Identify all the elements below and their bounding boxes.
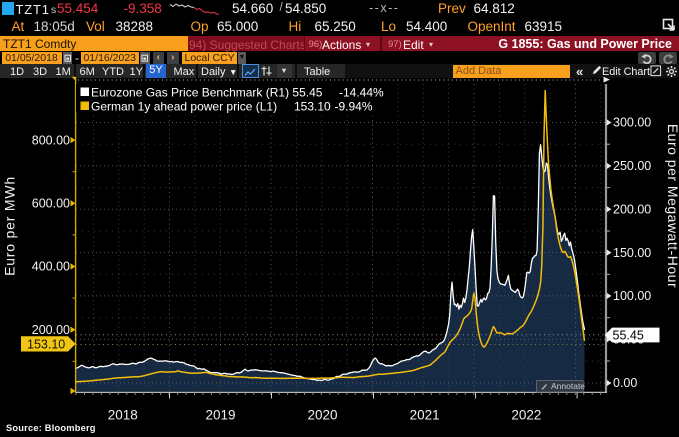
svg-text:0.00: 0.00 xyxy=(613,376,637,390)
svg-text:800.00: 800.00 xyxy=(32,133,70,147)
svg-text:2019: 2019 xyxy=(205,408,235,423)
svg-text:153.10: 153.10 xyxy=(27,337,65,351)
svg-text:55.45: 55.45 xyxy=(613,328,644,342)
svg-text:200.00: 200.00 xyxy=(613,202,651,216)
svg-text:Euro per Megawatt-Hour: Euro per Megawatt-Hour xyxy=(665,124,679,288)
svg-text:2022: 2022 xyxy=(511,408,541,423)
svg-text:2021: 2021 xyxy=(410,408,440,423)
svg-text:150.00: 150.00 xyxy=(613,246,651,260)
svg-text:400.00: 400.00 xyxy=(32,260,70,274)
svg-text:2020: 2020 xyxy=(307,408,337,423)
svg-text:Source: Bloomberg: Source: Bloomberg xyxy=(6,423,96,433)
svg-text:250.00: 250.00 xyxy=(613,159,651,173)
svg-text:Euro per MWh: Euro per MWh xyxy=(2,176,18,276)
svg-text:Eurozone Gas Price Benchmark (: Eurozone Gas Price Benchmark (R1) 55.45 xyxy=(91,86,323,100)
svg-text:German 1y ahead power price (L: German 1y ahead power price (L1) xyxy=(91,100,277,114)
svg-text:-9.94%: -9.94% xyxy=(335,100,373,114)
svg-text:600.00: 600.00 xyxy=(32,197,70,211)
svg-text:100.00: 100.00 xyxy=(613,289,651,303)
svg-text:200.00: 200.00 xyxy=(32,323,70,337)
svg-text:Annotate: Annotate xyxy=(551,381,585,391)
svg-text:153.10: 153.10 xyxy=(294,100,331,114)
svg-text:-14.44%: -14.44% xyxy=(339,86,384,100)
svg-text:300.00: 300.00 xyxy=(613,116,651,130)
svg-text:2018: 2018 xyxy=(108,408,138,423)
